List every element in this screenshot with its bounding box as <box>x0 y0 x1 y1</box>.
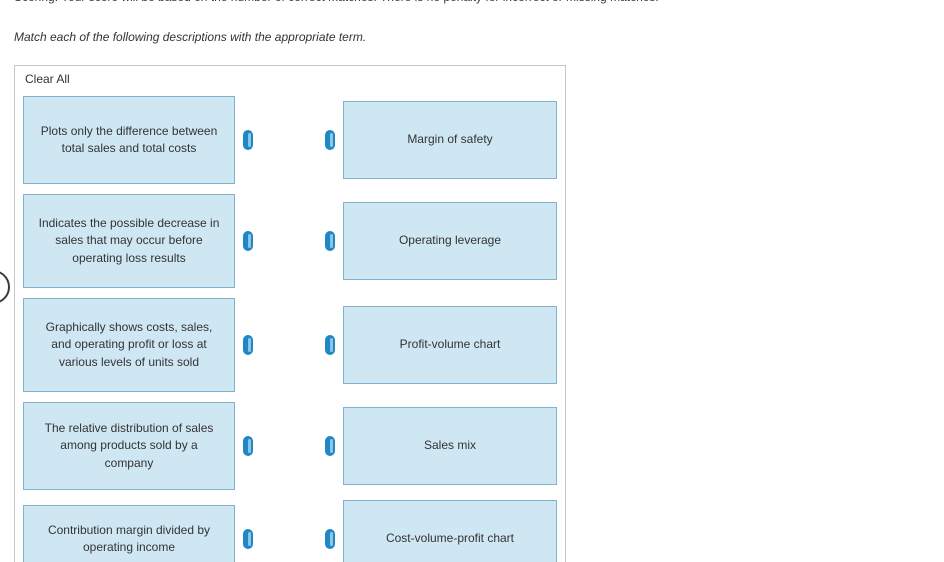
clear-all-button[interactable]: Clear All <box>15 66 80 92</box>
drag-handle-right-icon[interactable] <box>243 529 253 549</box>
description-card[interactable]: The relative distribution of sales among… <box>23 402 235 490</box>
drag-handle-right-icon[interactable] <box>243 335 253 355</box>
term-card[interactable]: Sales mix <box>343 407 557 485</box>
description-card[interactable]: Contribution margin divided by operating… <box>23 505 235 562</box>
matching-panel: Clear All Plots only the difference betw… <box>14 65 566 562</box>
drag-handle-right-icon[interactable] <box>243 231 253 251</box>
term-card[interactable]: Cost-volume-profit chart <box>343 500 557 562</box>
matching-exercise-page: Scoring: Your score will be based on the… <box>0 0 944 562</box>
term-card[interactable]: Margin of safety <box>343 101 557 179</box>
match-row: Indicates the possible decrease in sales… <box>23 194 557 288</box>
description-card[interactable]: Graphically shows costs, sales, and oper… <box>23 298 235 392</box>
drag-handle-left-icon[interactable] <box>325 529 335 549</box>
scoring-text: Scoring: Your score will be based on the… <box>14 0 659 4</box>
term-card[interactable]: Operating leverage <box>343 202 557 280</box>
description-card[interactable]: Indicates the possible decrease in sales… <box>23 194 235 288</box>
instructions-text: Match each of the following descriptions… <box>14 30 366 44</box>
match-row: Plots only the difference between total … <box>23 96 557 184</box>
match-row: Graphically shows costs, sales, and oper… <box>23 298 557 392</box>
drag-handle-left-icon[interactable] <box>325 231 335 251</box>
drag-handle-left-icon[interactable] <box>325 436 335 456</box>
match-row: The relative distribution of sales among… <box>23 402 557 490</box>
description-card[interactable]: Plots only the difference between total … <box>23 96 235 184</box>
match-row: Contribution margin divided by operating… <box>23 500 557 562</box>
matching-rows: Plots only the difference between total … <box>15 92 565 562</box>
drag-handle-right-icon[interactable] <box>243 130 253 150</box>
drag-handle-left-icon[interactable] <box>325 130 335 150</box>
drag-handle-right-icon[interactable] <box>243 436 253 456</box>
term-card[interactable]: Profit-volume chart <box>343 306 557 384</box>
drag-handle-left-icon[interactable] <box>325 335 335 355</box>
side-arc-decoration <box>0 270 10 304</box>
